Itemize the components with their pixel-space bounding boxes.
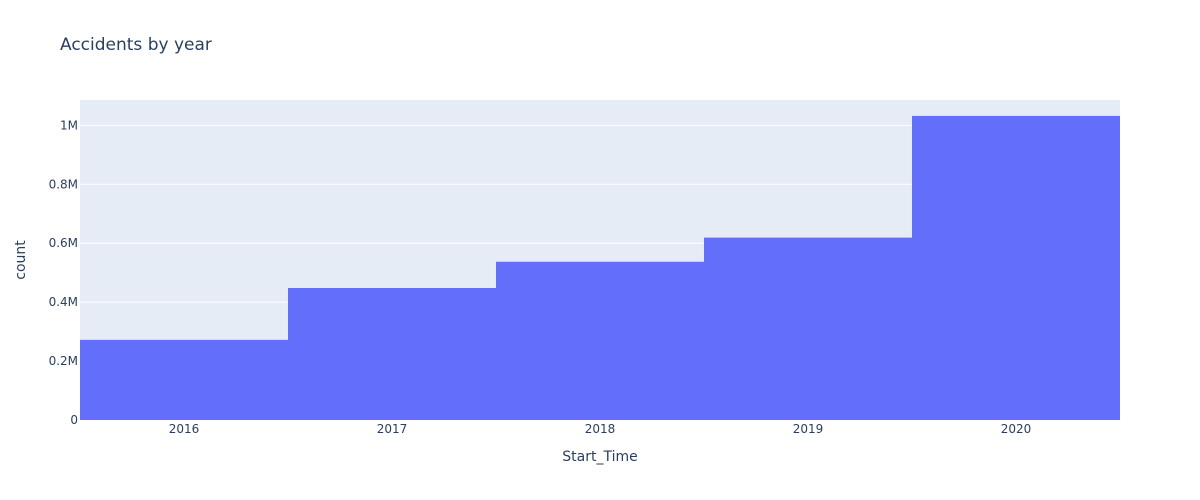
y-tick-label: 0.2M — [49, 354, 78, 368]
bar-2016[interactable] — [80, 339, 288, 420]
y-tick-label: 0.8M — [49, 177, 78, 191]
x-tick-labels: 2016 2017 2018 2019 2020 — [169, 422, 1032, 436]
x-tick-label: 2020 — [1001, 422, 1032, 436]
bar-2019[interactable] — [704, 237, 912, 420]
x-axis-title: Start_Time — [562, 449, 637, 465]
bar-2020[interactable] — [912, 115, 1120, 420]
bar-2017[interactable] — [288, 287, 496, 420]
bars — [80, 115, 1120, 420]
y-tick-labels: 0 0.2M 0.4M 0.6M 0.8M 1M — [49, 118, 78, 427]
y-tick-label: 0.4M — [49, 295, 78, 309]
chart-title: Accidents by year — [60, 35, 212, 55]
y-tick-label: 0.6M — [49, 236, 78, 250]
y-axis-title: count — [13, 240, 29, 280]
y-tick-label: 1M — [60, 118, 78, 132]
x-tick-label: 2017 — [377, 422, 408, 436]
bar-2018[interactable] — [496, 261, 704, 420]
y-tick-label: 0 — [70, 413, 78, 427]
x-tick-label: 2019 — [793, 422, 824, 436]
x-tick-label: 2016 — [169, 422, 200, 436]
x-tick-label: 2018 — [585, 422, 616, 436]
